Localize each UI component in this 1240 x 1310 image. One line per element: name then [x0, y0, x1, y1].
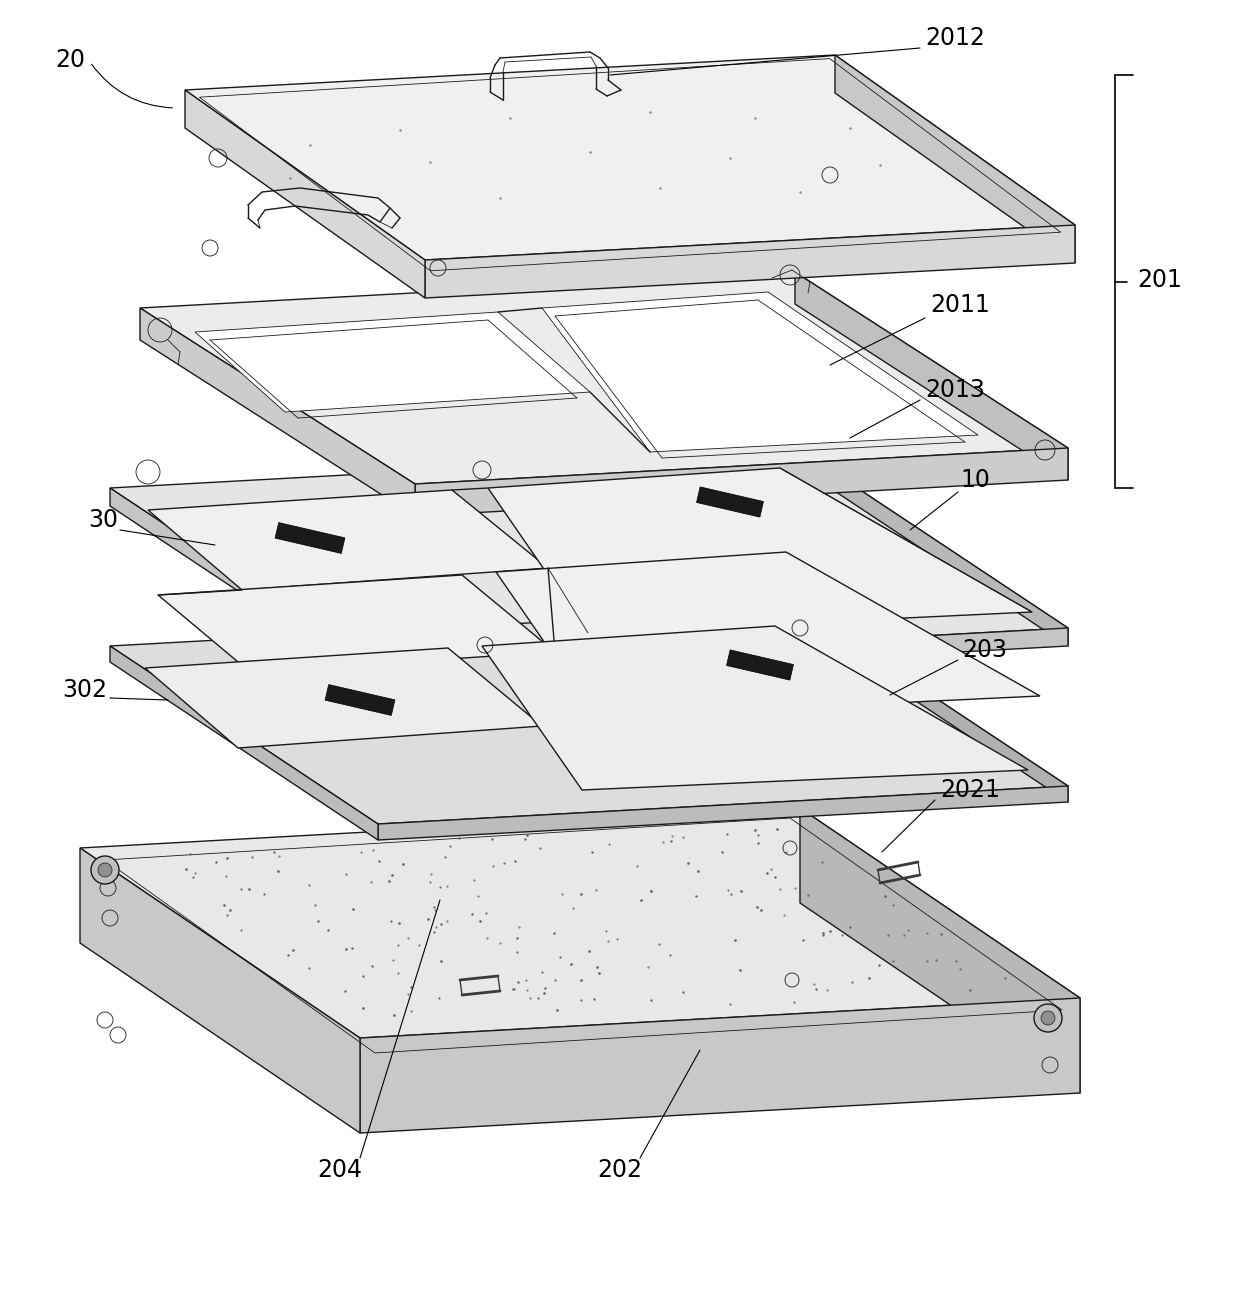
- Polygon shape: [800, 608, 1068, 802]
- Polygon shape: [185, 90, 425, 297]
- Text: 302: 302: [62, 679, 107, 702]
- Circle shape: [91, 855, 119, 884]
- Polygon shape: [157, 575, 556, 672]
- Polygon shape: [415, 448, 1068, 516]
- Polygon shape: [360, 998, 1080, 1133]
- Text: 2011: 2011: [930, 293, 990, 317]
- Polygon shape: [140, 308, 415, 516]
- Polygon shape: [482, 626, 1028, 790]
- Polygon shape: [795, 272, 1068, 479]
- Text: 30: 30: [88, 508, 118, 532]
- Polygon shape: [145, 648, 542, 748]
- Polygon shape: [489, 468, 1032, 633]
- Polygon shape: [195, 312, 590, 413]
- Text: 10: 10: [960, 468, 990, 493]
- Polygon shape: [81, 808, 1080, 1038]
- Polygon shape: [542, 292, 978, 452]
- Polygon shape: [81, 848, 360, 1133]
- Polygon shape: [148, 490, 548, 590]
- Text: 20: 20: [55, 48, 86, 72]
- Polygon shape: [378, 786, 1068, 840]
- Polygon shape: [378, 627, 1068, 684]
- Circle shape: [1034, 1003, 1061, 1032]
- Text: 204: 204: [317, 1158, 362, 1182]
- Text: 203: 203: [962, 638, 1007, 662]
- Text: 201: 201: [1137, 269, 1182, 292]
- Polygon shape: [110, 489, 378, 684]
- Polygon shape: [835, 55, 1075, 263]
- Circle shape: [1042, 1011, 1055, 1024]
- Polygon shape: [496, 552, 1040, 717]
- Polygon shape: [425, 225, 1075, 297]
- Polygon shape: [185, 55, 1075, 259]
- Polygon shape: [140, 272, 1068, 483]
- Polygon shape: [800, 451, 1068, 646]
- Polygon shape: [727, 650, 794, 680]
- Polygon shape: [110, 451, 1068, 665]
- Text: 202: 202: [598, 1158, 642, 1182]
- Polygon shape: [325, 685, 394, 715]
- Polygon shape: [110, 646, 378, 840]
- Polygon shape: [275, 523, 345, 553]
- Polygon shape: [800, 808, 1080, 1093]
- Text: 2012: 2012: [925, 26, 985, 50]
- Circle shape: [98, 863, 112, 876]
- Polygon shape: [110, 608, 1068, 824]
- Text: 2013: 2013: [925, 379, 985, 402]
- FancyArrowPatch shape: [92, 64, 172, 107]
- Text: 2021: 2021: [940, 778, 999, 802]
- Polygon shape: [697, 487, 764, 517]
